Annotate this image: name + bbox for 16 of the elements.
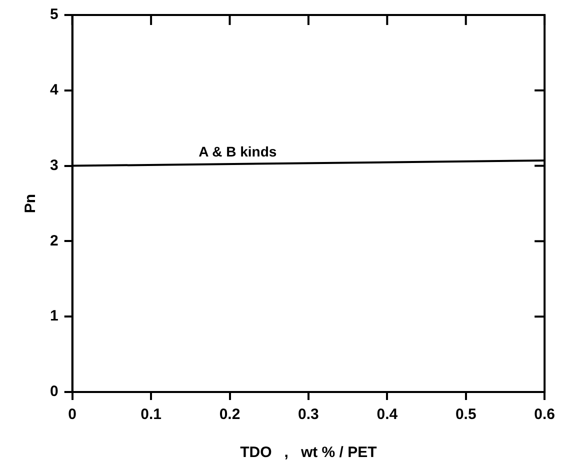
x-tick-label: 0.4 bbox=[376, 406, 398, 424]
x-tick-label: 0.1 bbox=[140, 406, 162, 424]
x-tick-label: 0.5 bbox=[455, 406, 476, 424]
x-axis-title: TDO , wt % / PET bbox=[240, 444, 377, 462]
y-tick-label: 4 bbox=[50, 82, 59, 99]
y-axis-title: Pn bbox=[22, 194, 40, 214]
x-tick-label: 0.3 bbox=[298, 406, 319, 424]
y-tick-label: 3 bbox=[50, 156, 58, 174]
x-tick-label: 0.2 bbox=[219, 406, 240, 424]
y-tick-label: 0 bbox=[50, 383, 58, 400]
x-tick-label: 0 bbox=[68, 406, 77, 424]
annotation: A & B kinds bbox=[198, 143, 277, 160]
y-tick-label: 2 bbox=[50, 232, 58, 250]
x-tick-label: 0.6 bbox=[534, 406, 556, 424]
y-tick-label: 1 bbox=[50, 308, 58, 325]
y-tick-label: 5 bbox=[50, 6, 58, 24]
